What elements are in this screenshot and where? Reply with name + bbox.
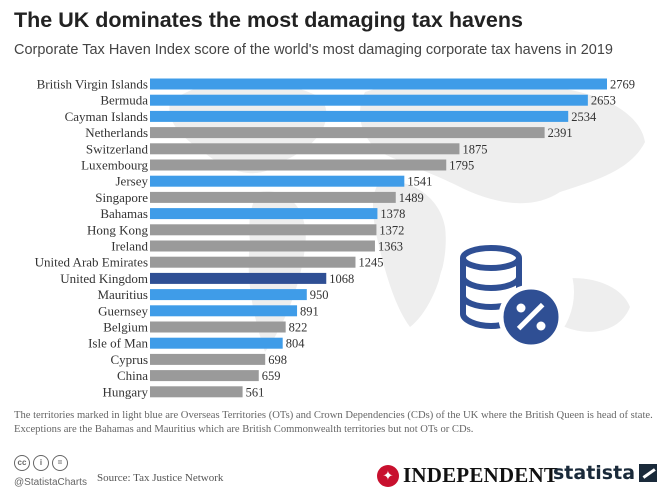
footer: cc i = @StatistaCharts Source: Tax Justi… [0, 452, 660, 495]
bar [150, 127, 545, 139]
value-label: 891 [300, 304, 319, 318]
category-label: Luxembourg [81, 158, 148, 173]
eagle-icon: ✦ [377, 464, 399, 487]
value-label: 2534 [571, 110, 597, 124]
value-label: 698 [268, 353, 287, 367]
category-label: Bermuda [100, 93, 148, 108]
no-derivatives-icon: = [52, 455, 68, 471]
bar [150, 143, 460, 155]
attribution-icon: i [33, 455, 49, 471]
bar [150, 110, 569, 122]
bar [150, 78, 607, 90]
value-label: 1245 [358, 256, 383, 270]
statista-wordmark: statista [553, 462, 636, 484]
value-label: 659 [262, 369, 281, 383]
value-label: 2769 [610, 78, 635, 92]
bar [150, 353, 266, 365]
license-icons: cc i = [14, 455, 68, 471]
bar [150, 240, 375, 252]
category-label: Jersey [116, 174, 149, 189]
coins-percent-icon [436, 222, 576, 362]
chart-subtitle: Corporate Tax Haven Index score of the w… [14, 42, 613, 58]
independent-wordmark: INDEPENDENT [403, 463, 559, 487]
category-label: United Arab Emirates [35, 255, 148, 270]
value-label: 804 [286, 337, 306, 351]
bar-chart: British Virgin Islands 2769 Bermuda 2653 Cay… [35, 77, 635, 400]
bar [150, 224, 377, 236]
bar [150, 321, 286, 333]
bar [150, 175, 405, 187]
value-label: 1378 [380, 207, 405, 221]
category-label: Netherlands [85, 125, 148, 140]
statista-logo[interactable]: statista [553, 462, 658, 484]
statista-mark-icon [639, 464, 658, 482]
value-label: 1875 [462, 142, 487, 156]
value-label: 1489 [399, 191, 424, 205]
category-label: Mauritius [97, 287, 148, 302]
category-label: Hungary [103, 384, 149, 399]
value-label: 1372 [379, 223, 404, 237]
source-note: Source: Tax Justice Network [97, 472, 224, 484]
bar [150, 386, 243, 398]
category-label: China [117, 368, 148, 383]
value-label: 1795 [449, 159, 474, 173]
value-label: 822 [289, 321, 308, 335]
category-label: Cayman Islands [65, 109, 148, 124]
category-label: Hong Kong [87, 222, 149, 237]
bar [150, 159, 447, 171]
value-label: 1068 [329, 272, 354, 286]
chart-footnote: The territories marked in light blue are… [14, 410, 653, 435]
category-label: Belgium [103, 320, 148, 335]
value-label: 561 [246, 385, 265, 399]
statista-handle[interactable]: @StatistaCharts [14, 477, 87, 488]
independent-logo[interactable]: ✦ INDEPENDENT [377, 463, 558, 488]
value-label: 2653 [591, 94, 616, 108]
creative-commons-icon: cc [14, 455, 30, 471]
category-label: Guernsey [98, 303, 148, 318]
bar [150, 208, 378, 220]
bar [150, 370, 259, 382]
value-label: 950 [310, 288, 329, 302]
category-label: Isle of Man [88, 336, 148, 351]
category-label: United Kingdom [60, 271, 148, 286]
category-label: Cyprus [110, 352, 148, 367]
bar [150, 256, 356, 268]
bar [150, 272, 327, 284]
category-label: Bahamas [100, 206, 148, 221]
chart-title: The UK dominates the most damaging tax h… [14, 8, 523, 32]
bar [150, 289, 307, 301]
category-label: Ireland [111, 239, 148, 254]
category-label: Singapore [95, 190, 148, 205]
value-label: 2391 [548, 126, 573, 140]
value-label: 1541 [407, 175, 432, 189]
category-label: Switzerland [86, 141, 149, 156]
value-label: 1363 [378, 240, 403, 254]
bar [150, 94, 588, 106]
bar [150, 305, 298, 317]
category-label: British Virgin Islands [37, 77, 148, 92]
bar [150, 191, 396, 203]
bar [150, 337, 283, 349]
